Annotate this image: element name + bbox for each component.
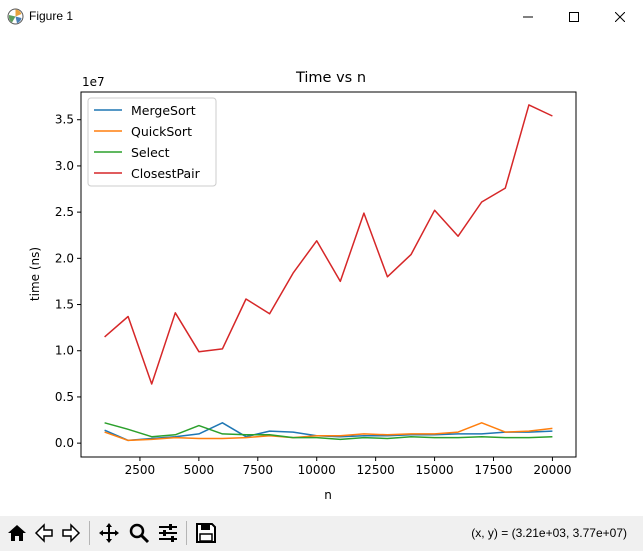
- chart-title: Time vs n: [295, 70, 366, 86]
- back-button[interactable]: [32, 521, 56, 545]
- y-tick-label: 0.5: [55, 390, 74, 404]
- legend-label: QuickSort: [131, 124, 192, 139]
- back-icon: [34, 523, 53, 543]
- subplots-icon: [159, 524, 177, 542]
- save-icon: [196, 523, 216, 543]
- series-line-select: [104, 422, 553, 441]
- close-icon: [615, 12, 625, 22]
- legend-label: MergeSort: [131, 103, 196, 118]
- x-tick-label: 2500: [125, 463, 156, 477]
- y-tick-label: 3.0: [55, 159, 74, 173]
- y-tick-label: 1.5: [55, 298, 74, 312]
- title-bar: Figure 1: [0, 0, 643, 35]
- forward-icon: [62, 523, 81, 543]
- x-tick-label: 5000: [184, 463, 215, 477]
- toolbar-separator: [89, 521, 90, 545]
- x-tick-label: 17500: [474, 463, 512, 477]
- y-tick-label: 1.0: [55, 344, 74, 358]
- y-tick-label: 0.0: [55, 436, 74, 450]
- legend: MergeSort QuickSort Select ClosestPair: [87, 97, 217, 187]
- cursor-coordinates: (x, y) = (3.21e+03, 3.77e+07): [471, 526, 627, 540]
- figure-canvas[interactable]: Time vs n 1e7 2500 5000 7500 10000 12500 1500…: [0, 34, 643, 516]
- forward-button[interactable]: [59, 521, 83, 545]
- axes-layer: 2500 5000 7500 10000 12500 15000 17500 20000 0.0…: [55, 113, 572, 477]
- minimize-icon: [523, 16, 533, 18]
- y-axis-label: time (ns): [28, 247, 42, 301]
- pan-icon: [99, 523, 119, 543]
- y-tick-label: 3.5: [55, 113, 74, 127]
- x-tick-label: 12500: [357, 463, 395, 477]
- zoom-button[interactable]: [127, 521, 151, 545]
- home-button[interactable]: [5, 521, 29, 545]
- maximize-icon: [569, 12, 579, 22]
- y-axis-offset-label: 1e7: [82, 75, 105, 89]
- minimize-button[interactable]: [505, 0, 551, 34]
- home-icon: [8, 525, 26, 541]
- legend-label: ClosestPair: [131, 166, 201, 181]
- x-tick-label: 20000: [533, 463, 571, 477]
- series-line-closestpair: [104, 104, 553, 385]
- series-line-quicksort: [104, 422, 553, 442]
- x-tick-label: 15000: [415, 463, 453, 477]
- y-tick-label: 2.5: [55, 205, 74, 219]
- window-title: Figure 1: [29, 9, 74, 23]
- zoom-icon: [129, 523, 150, 544]
- navigation-toolbar: (x, y) = (3.21e+03, 3.77e+07): [0, 516, 643, 551]
- maximize-button[interactable]: [551, 0, 597, 34]
- legend-box: [87, 97, 217, 187]
- x-axis-label: n: [324, 488, 332, 502]
- x-tick-label: 7500: [243, 463, 274, 477]
- series-layer: [104, 104, 553, 442]
- line-chart: Time vs n 1e7 2500 5000 7500 10000 12500 1500…: [28, 70, 577, 502]
- pan-button[interactable]: [97, 521, 121, 545]
- close-button[interactable]: [597, 0, 643, 34]
- save-button[interactable]: [194, 521, 218, 545]
- y-tick-label: 2.0: [55, 251, 74, 265]
- matplotlib-logo-icon: [7, 8, 24, 25]
- legend-label: Select: [131, 145, 170, 160]
- subplots-button[interactable]: [156, 521, 180, 545]
- toolbar-separator: [186, 521, 187, 545]
- x-tick-label: 10000: [298, 463, 336, 477]
